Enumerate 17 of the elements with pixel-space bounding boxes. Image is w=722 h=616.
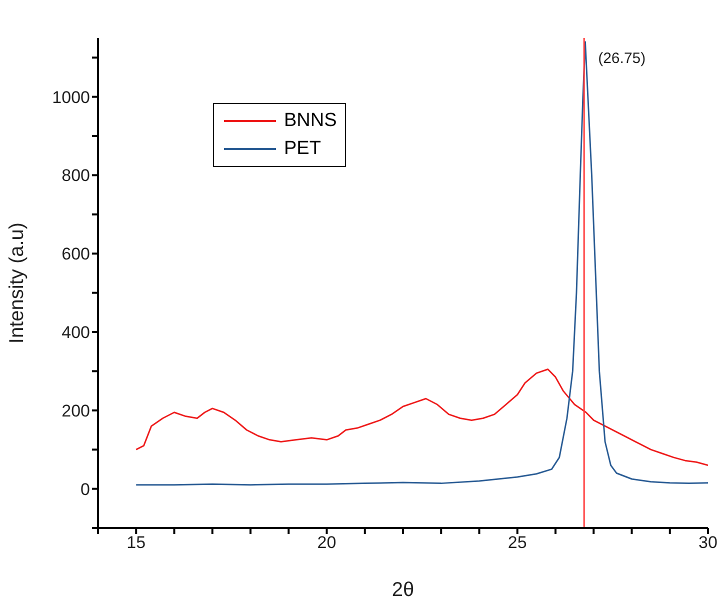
x-tick-label: 20 (317, 533, 336, 552)
y-tick-label: 600 (62, 244, 90, 264)
x-tick-label: 25 (508, 533, 527, 552)
y-axis-title: Intensity (a.u) (6, 222, 28, 344)
legend-label: BNNS (284, 109, 337, 133)
y-tick-label: 1000 (52, 88, 90, 107)
x-tick-label: 15 (126, 533, 146, 552)
y-tick-label: 400 (62, 323, 90, 342)
x-tick-label: 30 (698, 533, 718, 552)
legend-label: PET (284, 137, 321, 161)
line-series (135, 41, 708, 486)
y-tick-label: 800 (62, 166, 90, 186)
y-tick-label: 0 (80, 480, 90, 499)
annotation: (26.75) (598, 50, 646, 67)
line-series (135, 368, 708, 466)
x-axis-title: 2θ (392, 579, 414, 601)
y-tick-label: 200 (62, 401, 90, 420)
